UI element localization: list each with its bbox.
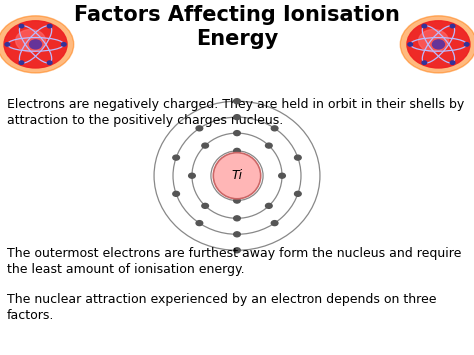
Circle shape [4,21,67,68]
Circle shape [294,191,301,196]
Text: Ti: Ti [231,169,243,182]
Circle shape [408,43,412,46]
Circle shape [234,232,240,237]
Circle shape [265,203,272,208]
Circle shape [173,191,180,196]
Circle shape [202,143,209,148]
Circle shape [202,203,209,208]
Circle shape [5,43,9,46]
Circle shape [422,24,427,28]
Circle shape [271,126,278,131]
Circle shape [29,40,42,49]
Circle shape [16,29,46,52]
Circle shape [450,61,455,64]
Circle shape [265,143,272,148]
Circle shape [294,155,301,160]
Circle shape [62,43,66,46]
Circle shape [234,248,240,253]
Text: Electrons are negatively charged. They are held in orbit in their shells by
attr: Electrons are negatively charged. They a… [7,98,465,127]
Circle shape [173,155,180,160]
Circle shape [234,216,240,221]
Circle shape [450,24,455,28]
Circle shape [234,115,240,120]
Circle shape [189,173,195,178]
Circle shape [422,61,427,64]
Circle shape [407,21,470,68]
Circle shape [47,61,52,64]
Text: The nuclear attraction experienced by an electron depends on three
factors.: The nuclear attraction experienced by an… [7,293,437,322]
Circle shape [419,29,448,52]
Circle shape [234,131,240,136]
Circle shape [271,220,278,225]
Circle shape [0,16,73,73]
Circle shape [234,99,240,104]
Circle shape [279,173,285,178]
Circle shape [234,148,240,153]
Circle shape [19,61,24,64]
Circle shape [234,198,240,203]
Circle shape [196,220,203,225]
Text: Factors Affecting Ionisation
Energy: Factors Affecting Ionisation Energy [74,5,400,49]
Text: The outermost electrons are furthest away form the nucleus and require
the least: The outermost electrons are furthest awa… [7,247,462,276]
Circle shape [47,24,52,28]
Circle shape [465,43,469,46]
Circle shape [196,126,203,131]
Circle shape [432,40,445,49]
Ellipse shape [213,153,261,199]
Circle shape [19,24,24,28]
Circle shape [400,16,474,73]
